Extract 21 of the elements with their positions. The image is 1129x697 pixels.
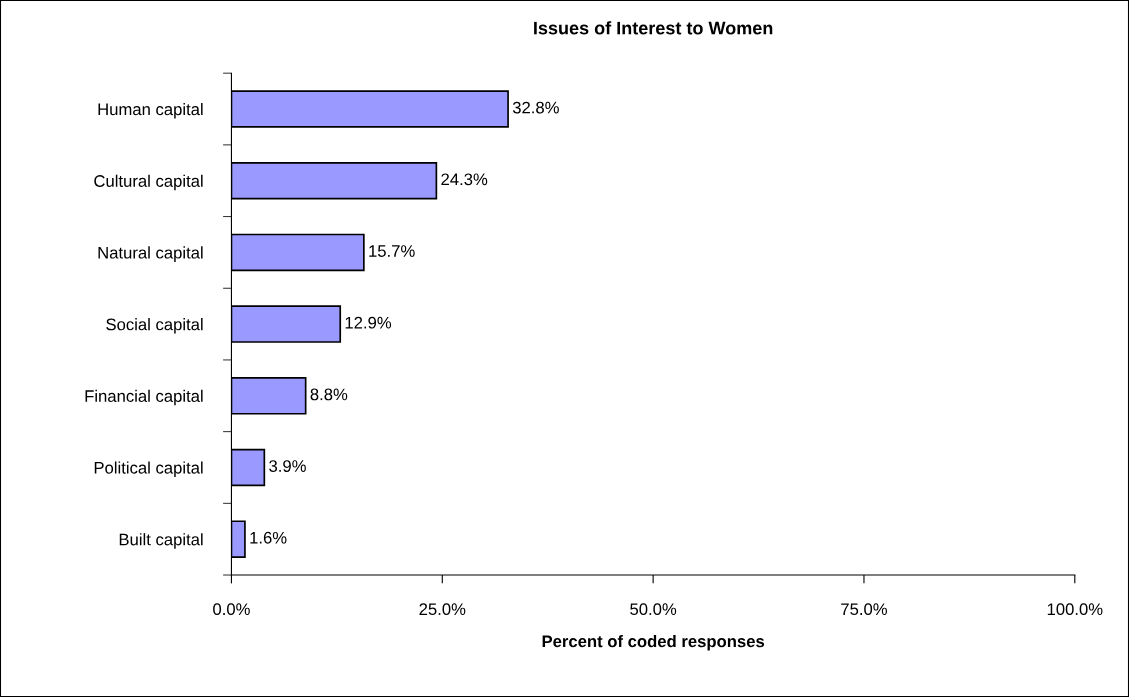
x-axis-title: Percent of coded responses <box>542 635 765 651</box>
y-tick-label: Political capital <box>94 461 203 477</box>
data-label: 12.9% <box>345 316 392 329</box>
x-tick-label: 50.0% <box>630 603 677 616</box>
y-tick-label: Financial capital <box>85 389 203 406</box>
chart-title: Issues of Interest to Women <box>534 21 773 35</box>
x-tick-label: 100.0% <box>1047 603 1103 616</box>
data-label: 32.8% <box>512 101 559 114</box>
y-tick-label: Human capital <box>98 102 203 119</box>
data-label: 3.9% <box>269 460 306 472</box>
data-label: 8.8% <box>310 388 348 401</box>
y-tick-label: Social capital <box>106 318 203 334</box>
x-tick-label: 25.0% <box>419 603 466 616</box>
x-tick-label: 75.0% <box>841 603 887 616</box>
y-tick-label: Built capital <box>119 533 203 549</box>
y-tick-label: Cultural capital <box>94 174 203 191</box>
data-label: 1.6% <box>250 531 287 544</box>
data-label: 24.3% <box>441 173 488 186</box>
y-tick-label: Natural capital <box>98 246 203 262</box>
data-label: 15.7% <box>369 245 415 257</box>
x-tick-label: 0.0% <box>213 603 250 616</box>
